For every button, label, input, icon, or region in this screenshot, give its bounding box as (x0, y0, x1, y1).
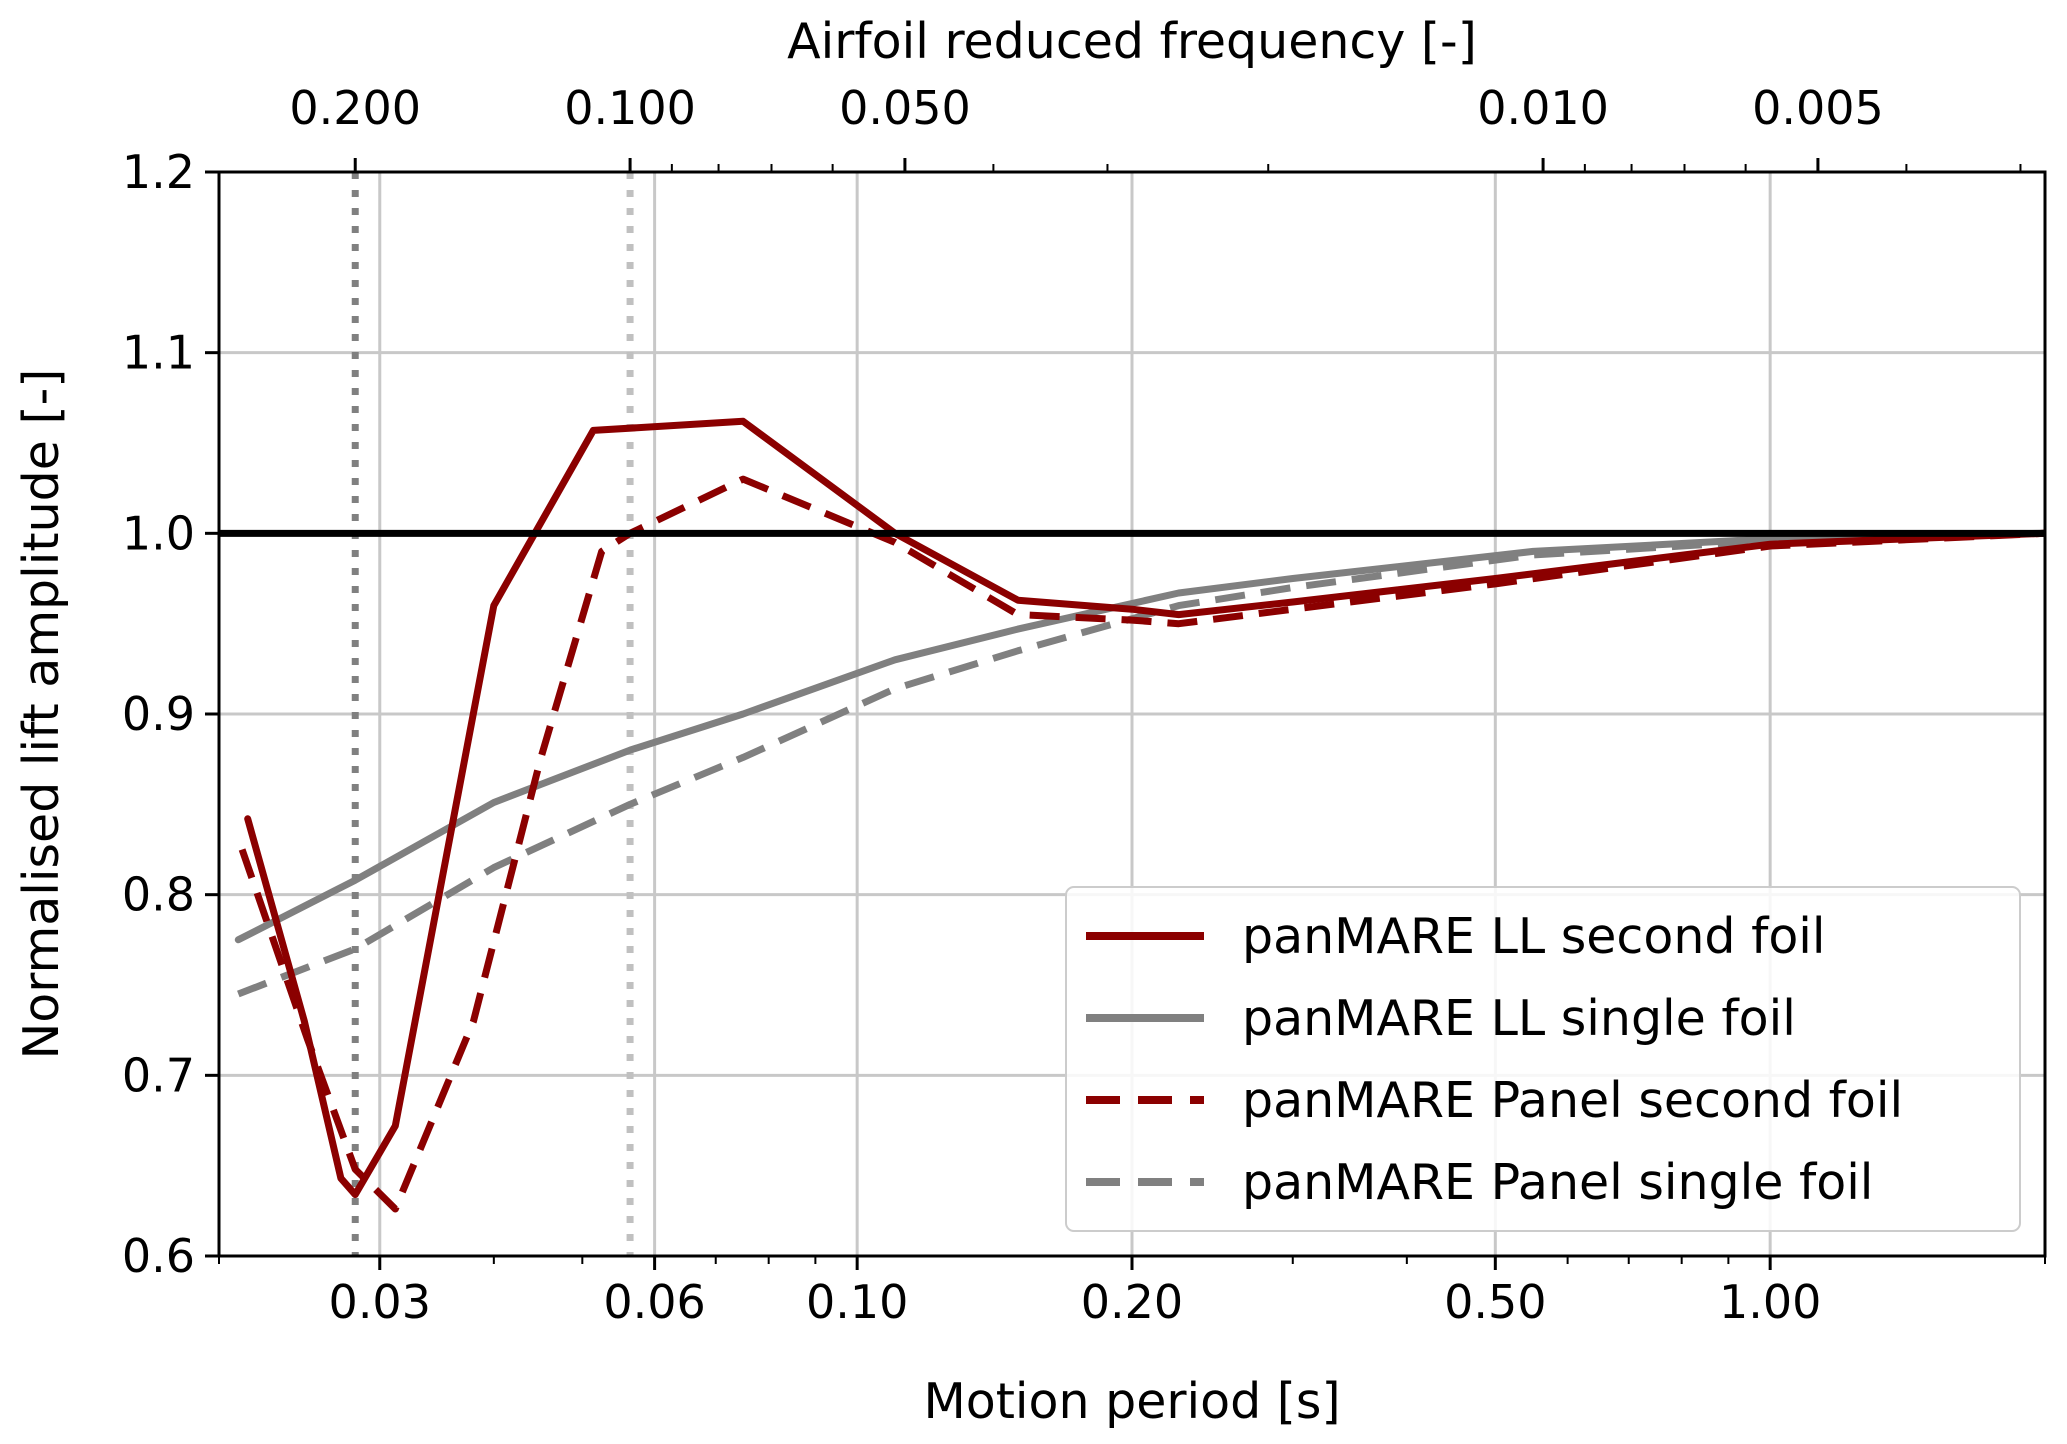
top-tick-label: 0.050 (839, 81, 971, 135)
series-panmare-panel-single-foil (237, 529, 2045, 998)
x-tick-label: 0.50 (1444, 1275, 1546, 1329)
y-axis-title: Normalised lift amplitude [-] (13, 369, 70, 1060)
y-tick-label: 1.2 (122, 145, 195, 199)
legend-box (1065, 886, 2021, 1232)
x-tick-label: 1.00 (1719, 1275, 1821, 1329)
series-panmare-panel-second-foil (238, 475, 2045, 1213)
top-axis-title: Airfoil reduced frequency [-] (787, 13, 1477, 70)
legend-label: panMARE Panel second foil (1242, 1072, 1903, 1129)
top-tick-label: 0.005 (1752, 81, 1884, 135)
x-axis-title: Motion period [s] (923, 1373, 1340, 1430)
y-tick-label: 0.6 (122, 1229, 195, 1283)
top-tick-label: 0.010 (1477, 81, 1609, 135)
x-axis-ticks: 0.03 0.06 0.10 0.20 0.50 1.00 (218, 1256, 2046, 1329)
legend-label: panMARE LL second foil (1242, 908, 1826, 965)
series-panmare-ll-single-foil (234, 529, 2045, 944)
top-axis-ticks: 0.200 0.100 0.050 0.010 0.005 (289, 81, 2022, 172)
top-tick-label: 0.200 (289, 81, 421, 135)
legend-label: panMARE Panel single foil (1242, 1154, 1873, 1211)
x-tick-label: 0.20 (1081, 1275, 1183, 1329)
top-tick-label: 0.100 (564, 81, 696, 135)
y-tick-label: 0.9 (122, 687, 195, 741)
legend: panMARE LL second foil panMARE LL single … (1065, 886, 2021, 1232)
x-tick-label: 0.10 (806, 1275, 908, 1329)
y-axis-ticks: 0.6 0.7 0.8 0.9 1.0 1.1 1.2 (122, 145, 219, 1283)
x-tick-label: 0.03 (329, 1275, 431, 1329)
y-tick-label: 0.8 (122, 868, 195, 922)
legend-label: panMARE LL single foil (1242, 990, 1796, 1047)
series-panmare-ll-second-foil (244, 417, 2045, 1199)
legend-entries: panMARE LL second foil panMARE LL single … (1086, 908, 1903, 1211)
x-tick-label: 0.06 (603, 1275, 705, 1329)
y-tick-label: 1.0 (122, 506, 195, 560)
series-lines (234, 417, 2045, 1213)
y-tick-label: 1.1 (122, 326, 195, 380)
y-tick-label: 0.7 (122, 1048, 195, 1102)
reference-vertical-lines (351, 172, 634, 1256)
